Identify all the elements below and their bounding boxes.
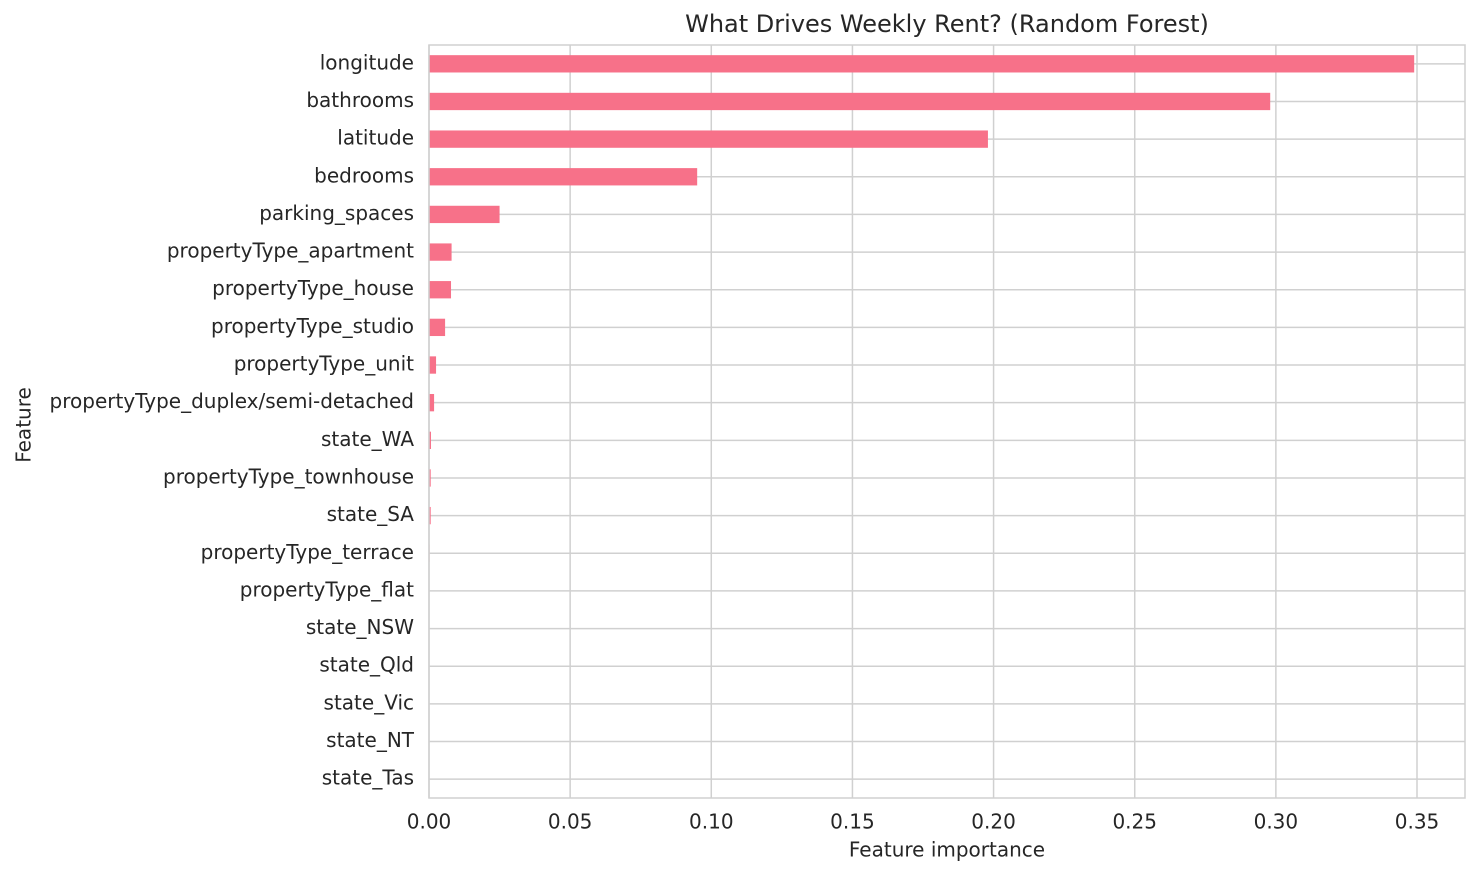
y-tick-label: latitude bbox=[337, 126, 414, 150]
y-tick-label: propertyType_flat bbox=[240, 577, 414, 601]
y-tick-label: state_NSW bbox=[306, 615, 414, 639]
y-tick-label: state_Tas bbox=[322, 766, 414, 790]
y-tick-label: propertyType_house bbox=[212, 276, 414, 300]
x-tick-label: 0.00 bbox=[407, 810, 452, 834]
x-tick-label: 0.30 bbox=[1254, 810, 1299, 834]
bar bbox=[429, 506, 431, 525]
x-tick-label: 0.20 bbox=[971, 810, 1016, 834]
bar bbox=[429, 168, 698, 186]
y-tick-label: state_WA bbox=[321, 427, 414, 451]
x-tick-label: 0.35 bbox=[1395, 810, 1440, 834]
y-tick-label: propertyType_apartment bbox=[167, 239, 414, 263]
y-tick-label: state_Qld bbox=[319, 653, 414, 677]
y-tick-label: state_SA bbox=[327, 502, 415, 526]
y-tick-label: bathrooms bbox=[306, 88, 414, 112]
bar bbox=[429, 243, 452, 261]
y-tick-label: state_NT bbox=[326, 728, 415, 752]
y-tick-label: propertyType_terrace bbox=[201, 540, 414, 564]
bar bbox=[429, 356, 437, 374]
x-tick-label: 0.05 bbox=[548, 810, 593, 834]
bar bbox=[429, 281, 452, 299]
bar bbox=[429, 92, 1271, 111]
bar bbox=[429, 394, 435, 412]
x-tick-label: 0.10 bbox=[689, 810, 734, 834]
y-tick-label: propertyType_townhouse bbox=[163, 464, 414, 488]
bar bbox=[429, 55, 1415, 73]
bar bbox=[429, 431, 431, 449]
bar bbox=[429, 130, 988, 148]
y-tick-label: propertyType_unit bbox=[234, 352, 414, 376]
y-tick-label: state_Vic bbox=[324, 690, 414, 714]
y-tick-label: propertyType_duplex/semi-detached bbox=[50, 389, 414, 413]
bar bbox=[429, 205, 500, 224]
y-tick-label: longitude bbox=[320, 50, 414, 74]
y-tick-label: bedrooms bbox=[314, 163, 414, 187]
x-tick-label: 0.25 bbox=[1112, 810, 1157, 834]
y-tick-label: propertyType_studio bbox=[211, 314, 414, 338]
chart-title: What Drives Weekly Rent? (Random Forest) bbox=[685, 10, 1209, 38]
y-tick-label: parking_spaces bbox=[259, 201, 414, 225]
x-tick-label: 0.15 bbox=[830, 810, 875, 834]
x-axis-label: Feature importance bbox=[849, 838, 1045, 862]
bar bbox=[429, 318, 446, 337]
y-axis-label: Feature bbox=[12, 387, 36, 463]
plot-frame bbox=[428, 44, 1466, 799]
bar bbox=[429, 469, 431, 487]
